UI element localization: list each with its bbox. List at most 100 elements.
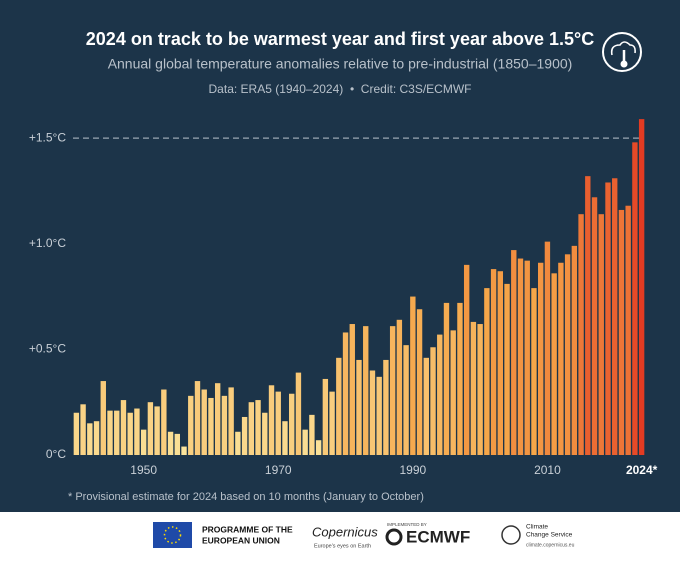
bar [80, 404, 86, 455]
y-tick-label: 0°C [46, 447, 66, 461]
x-tick-label: 2010 [534, 463, 561, 477]
logo [602, 32, 642, 72]
bar [255, 400, 261, 455]
bar [363, 326, 369, 455]
bar [578, 214, 584, 455]
bar [389, 326, 396, 455]
bar [383, 359, 389, 455]
bar [208, 397, 214, 455]
bar [356, 359, 362, 455]
bar [571, 245, 578, 455]
bar [87, 423, 93, 455]
bar [558, 262, 564, 455]
bar [511, 250, 517, 455]
bar [457, 302, 463, 455]
bar [228, 387, 234, 455]
bar [410, 296, 416, 455]
bar [107, 410, 113, 455]
chart-title: 2024 on track to be warmest year and fir… [86, 29, 594, 49]
bar [470, 321, 477, 455]
bar [517, 258, 524, 455]
bar [450, 330, 456, 455]
bar [376, 376, 382, 455]
bar [268, 385, 275, 455]
eu-text: EUROPEAN UNION [202, 535, 280, 545]
bar [437, 334, 443, 455]
bar [140, 429, 147, 455]
bar [544, 241, 551, 455]
bar [154, 406, 160, 455]
x-tick-label: 1970 [265, 463, 292, 477]
bar [134, 408, 140, 455]
bar [638, 119, 645, 456]
copernicus: Copernicus [312, 524, 378, 539]
bar [598, 214, 604, 455]
bar [477, 324, 483, 455]
bar [221, 395, 228, 455]
bar [262, 412, 268, 455]
bar [161, 389, 167, 455]
bar [114, 410, 120, 455]
eu-stars [163, 526, 182, 544]
bar [551, 273, 557, 455]
bar [322, 378, 329, 455]
source: Data: ERA5 (1940–2024) • Credit: C3S/ECM… [209, 82, 472, 96]
y-tick-label: +1.5°C [29, 130, 66, 144]
bar [618, 209, 625, 455]
bar [490, 269, 497, 455]
bar [93, 421, 100, 455]
bar [423, 357, 429, 455]
ecmwf-icon [385, 528, 403, 546]
bar [100, 381, 106, 455]
x-tick-label: 1950 [130, 463, 157, 477]
bar [632, 142, 638, 455]
y-tick-label: +0.5°C [29, 342, 66, 356]
footnote: * Provisional estimate for 2024 based on… [68, 491, 424, 503]
c3s-text: Climate [526, 524, 548, 531]
eu-flag [153, 522, 192, 548]
bar [201, 389, 207, 455]
footer-background [0, 512, 680, 565]
bar [282, 421, 288, 455]
bar [188, 395, 194, 455]
bar [625, 205, 631, 455]
c3s-text: Change Service [526, 532, 573, 539]
bar [612, 178, 618, 455]
bar [336, 357, 342, 455]
y-tick-label: +1.0°C [29, 236, 66, 250]
copernicus-tagline: Europe's eyes on Earth [314, 543, 371, 549]
bar [531, 288, 537, 455]
bar [315, 440, 322, 455]
bar [564, 254, 571, 455]
bar [167, 431, 174, 455]
bar [329, 391, 335, 455]
bar [120, 400, 127, 455]
bar [309, 414, 315, 455]
c3s-url: climate.copernicus.eu [526, 542, 575, 548]
bar [497, 271, 504, 455]
c3s-icon [501, 525, 521, 545]
bar [302, 429, 308, 455]
bar [396, 319, 403, 455]
bar [342, 332, 349, 455]
bar [241, 416, 248, 455]
bar [369, 370, 376, 455]
bar [174, 433, 180, 455]
bar [73, 412, 80, 455]
bar [235, 431, 241, 455]
x-tick-label: 1990 [399, 463, 426, 477]
bar [585, 176, 591, 455]
bar [289, 393, 295, 455]
bar [591, 197, 598, 455]
bar [463, 264, 470, 455]
subtitle: Annual global temperature anomalies rela… [108, 56, 573, 72]
bar [295, 372, 302, 455]
implemented-by: IMPLEMENTED BY [387, 522, 427, 527]
bar [403, 345, 409, 455]
bar [538, 262, 544, 455]
bar [430, 347, 436, 455]
bar [248, 402, 255, 455]
bar [443, 302, 450, 455]
bar [484, 288, 490, 455]
